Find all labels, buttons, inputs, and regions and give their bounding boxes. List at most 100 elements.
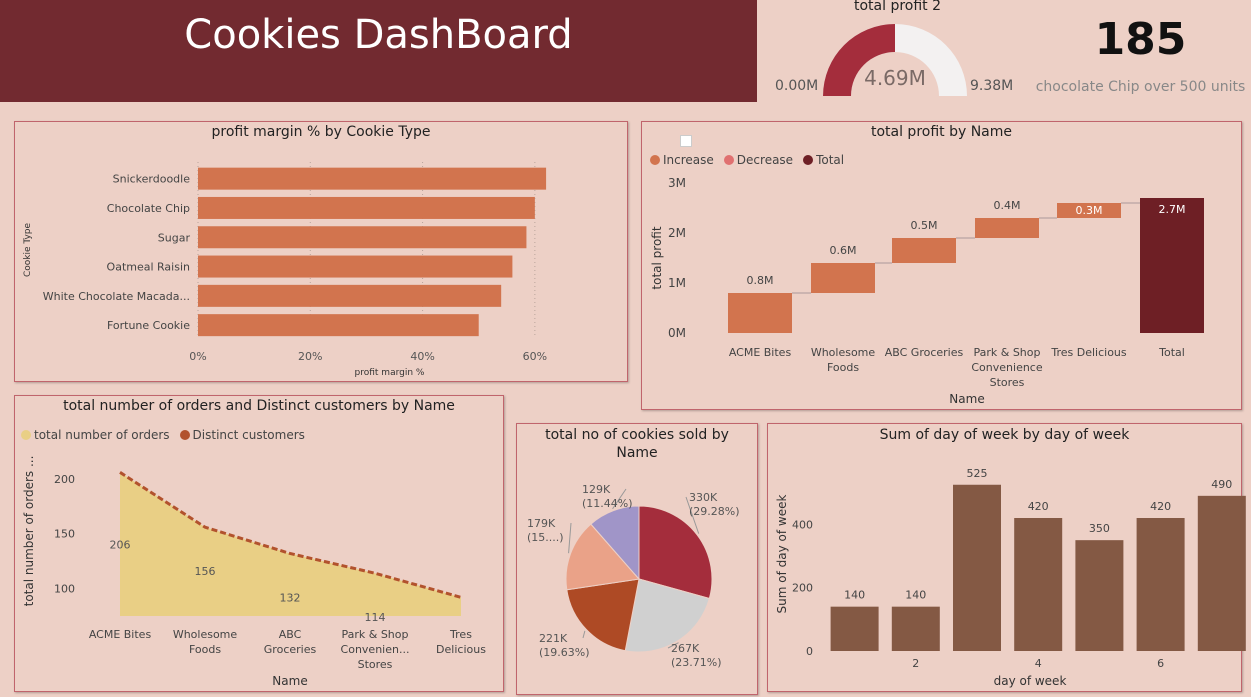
- x-tick-label: Wholesome: [811, 346, 876, 359]
- x-tick-label: ACME Bites: [729, 346, 792, 359]
- dow-chart: 0 200 400 140 140 525 420 350 420 490 2 4 6 day of we…: [775, 467, 1246, 688]
- x-tick-label: Park & Shop: [973, 346, 1040, 359]
- orders-chart: 100 150 200 206 156 132 114 ACME Bites Wholesome…: [22, 456, 486, 688]
- waterfall-card[interactable]: total profit by Name Increase Decrease T…: [641, 121, 1242, 410]
- pie-slice: [624, 578, 710, 653]
- x-tick-label: Convenience: [971, 361, 1042, 374]
- x-tick-label: 60%: [523, 350, 547, 363]
- y-axis-title: Cookie Type: [23, 223, 33, 278]
- x-axis-title: day of week: [994, 674, 1067, 688]
- gauge-max-label: 9.38M: [970, 78, 1014, 94]
- data-label: 156: [195, 565, 216, 578]
- y-axis-title: total number of orders ...: [22, 456, 36, 607]
- profit-margin-chart: 0% 20% 40% 60% Snickerdoodle Chocolate Chip Su…: [23, 162, 547, 378]
- legend-label-orders: total number of orders: [34, 428, 170, 442]
- legend-swatch-increase: [650, 155, 660, 165]
- waterfall-bar: [811, 263, 875, 293]
- data-label: 140: [905, 589, 926, 602]
- x-tick-label: Stores: [990, 376, 1025, 389]
- pie-slice: [590, 505, 640, 581]
- data-label: 0.6M: [830, 244, 857, 257]
- legend-label-total: Total: [816, 153, 845, 167]
- y-tick-label: 100: [54, 583, 75, 596]
- data-label: 140: [844, 589, 865, 602]
- x-tick-label: 0%: [189, 350, 206, 363]
- data-label: 129K: [582, 483, 611, 496]
- bar: [198, 284, 502, 307]
- data-label: 0.5M: [911, 219, 938, 232]
- bar: [1075, 540, 1124, 651]
- orders-legend: total number of orders Distinct customer…: [21, 428, 305, 442]
- y-tick-label: 400: [792, 518, 813, 531]
- data-label: 350: [1089, 522, 1110, 535]
- waterfall-bar: [975, 218, 1039, 238]
- legend-label-increase: Increase: [663, 153, 714, 167]
- leader-line: [582, 630, 586, 639]
- x-tick-label: Stores: [358, 658, 393, 671]
- legend-swatch-orders: [21, 430, 31, 440]
- profit-margin-card[interactable]: profit margin % by Cookie Type 0% 20% 40% 6…: [14, 121, 628, 382]
- bar: [198, 196, 535, 219]
- orders-area: [120, 472, 461, 616]
- waterfall-bar: [1140, 198, 1204, 333]
- legend-swatch-total: [803, 155, 814, 165]
- x-tick-label: Total: [1158, 346, 1185, 359]
- x-tick-label: Convenien...: [341, 643, 410, 656]
- legend-item-orders: total number of orders: [21, 428, 170, 442]
- bar: [198, 226, 527, 249]
- bar: [1136, 518, 1185, 651]
- category-label: Oatmeal Raisin: [107, 261, 190, 274]
- y-tick-label: 3M: [668, 176, 686, 190]
- legend-swatch-customers: [179, 430, 190, 440]
- legend-item-customers: Distinct customers: [179, 428, 305, 442]
- orders-title: total number of orders and Distinct cust…: [63, 398, 455, 414]
- x-axis-title: Name: [272, 674, 307, 688]
- bar: [198, 255, 513, 278]
- pie-card[interactable]: total no of cookies sold by Name 330K (29…: [516, 423, 758, 695]
- gauge-card[interactable]: total profit 2 4.69M 0.00M 9.38M: [765, 0, 1030, 100]
- waterfall-bar: [892, 238, 956, 263]
- gauge-chart: [823, 24, 967, 96]
- x-tick-label: Park & Shop: [341, 628, 408, 641]
- category-label: Fortune Cookie: [107, 319, 190, 332]
- legend-swatch-decrease: [723, 155, 734, 165]
- x-tick-label: Tres Delicious: [1050, 346, 1127, 359]
- leader-line: [685, 496, 700, 534]
- pie-slice: [565, 523, 640, 591]
- data-label: 2.7M: [1159, 203, 1186, 216]
- gauge-title: total profit 2: [853, 0, 942, 14]
- gauge-value: 4.69M: [864, 66, 926, 90]
- focus-mode-icon[interactable]: [680, 135, 692, 147]
- data-label: (23.71%): [671, 656, 722, 669]
- y-axis-title: Sum of day of week: [775, 494, 789, 613]
- data-label: 206: [110, 538, 131, 551]
- data-label: 0.4M: [994, 199, 1021, 212]
- data-label: (29.28%): [689, 505, 740, 518]
- data-label: (11.44%): [582, 497, 633, 510]
- y-tick-label: 200: [54, 473, 75, 486]
- kpi-card[interactable]: 185 chocolate Chip over 500 units: [1030, 0, 1251, 100]
- data-label: 525: [967, 467, 988, 480]
- x-tick-label: ABC: [279, 628, 302, 641]
- bar: [198, 167, 547, 190]
- waterfall-bar: [1057, 203, 1121, 218]
- dow-card[interactable]: Sum of day of week by day of week 0 200 40…: [767, 423, 1246, 692]
- bar: [953, 484, 1001, 651]
- y-tick-label: 0M: [668, 326, 686, 340]
- x-tick-label: Foods: [827, 361, 859, 374]
- x-tick-label: Wholesome: [173, 628, 238, 641]
- orders-card[interactable]: total number of orders and Distinct cust…: [14, 395, 504, 692]
- dow-title: Sum of day of week by day of week: [879, 427, 1130, 443]
- data-label: 0.8M: [747, 274, 774, 287]
- dashboard-banner: Cookies DashBoard: [0, 0, 757, 102]
- x-axis-title: profit margin %: [355, 368, 425, 378]
- gauge-min-label: 0.00M: [775, 78, 819, 94]
- data-label: 221K: [539, 632, 568, 645]
- x-tick-label: 6: [1157, 657, 1164, 670]
- x-tick-label: 20%: [298, 350, 322, 363]
- legend-label-decrease: Decrease: [736, 153, 794, 167]
- kpi-label: chocolate Chip over 500 units: [1035, 79, 1246, 95]
- data-label: 132: [280, 591, 301, 604]
- data-label: 490: [1211, 478, 1232, 491]
- leader-line: [667, 642, 679, 649]
